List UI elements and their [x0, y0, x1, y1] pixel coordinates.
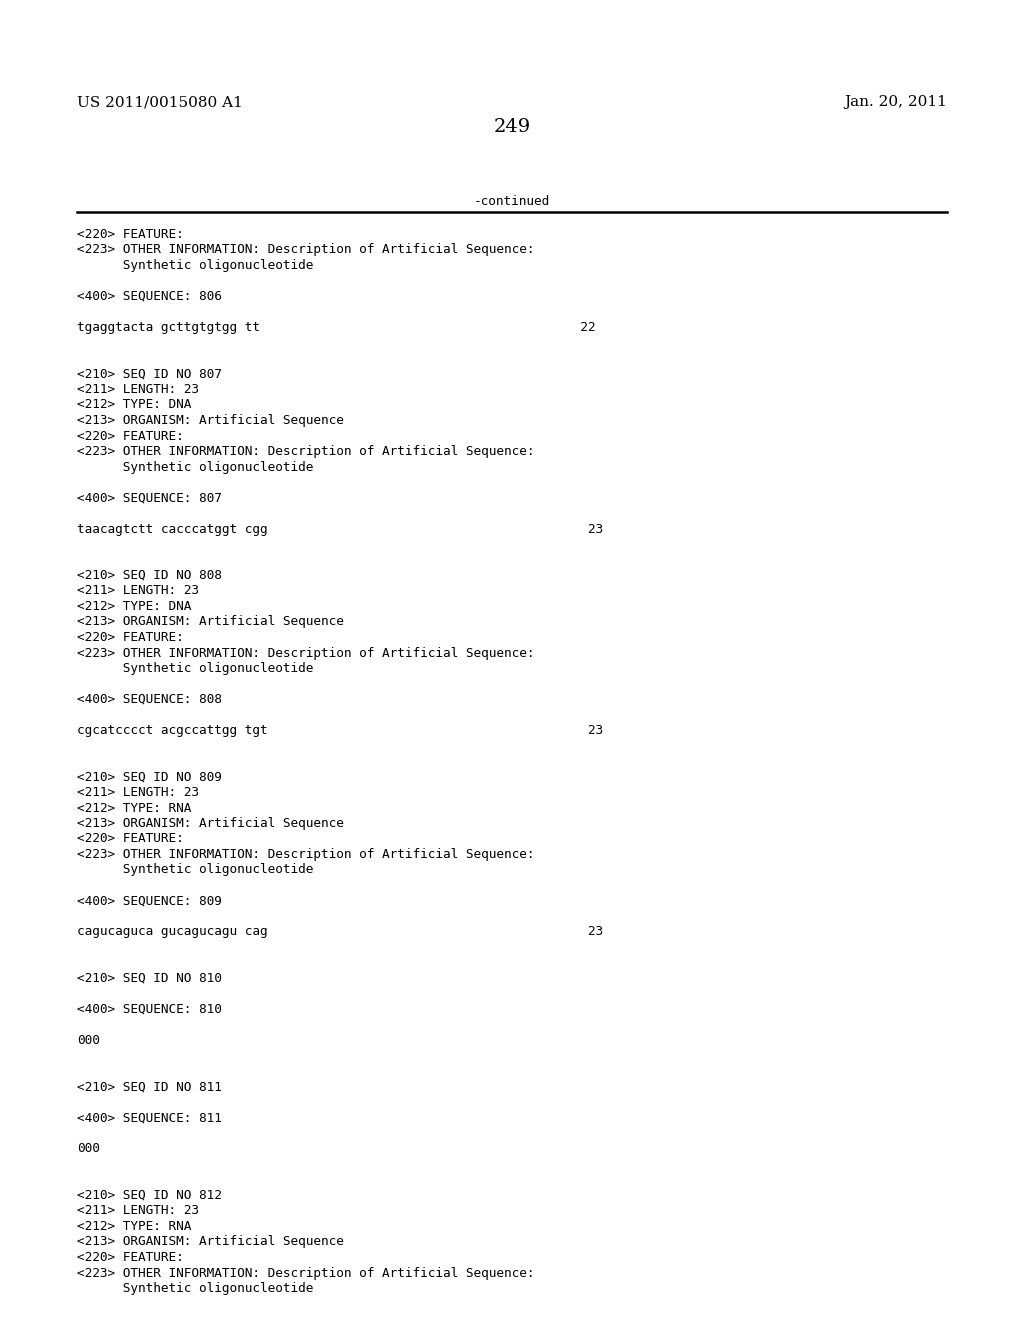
Text: <210> SEQ ID NO 807: <210> SEQ ID NO 807 [77, 367, 221, 380]
Text: <213> ORGANISM: Artificial Sequence: <213> ORGANISM: Artificial Sequence [77, 817, 344, 830]
Text: <210> SEQ ID NO 811: <210> SEQ ID NO 811 [77, 1081, 221, 1093]
Text: <211> LENGTH: 23: <211> LENGTH: 23 [77, 1204, 199, 1217]
Text: <212> TYPE: RNA: <212> TYPE: RNA [77, 801, 191, 814]
Text: 000: 000 [77, 1034, 99, 1047]
Text: <212> TYPE: DNA: <212> TYPE: DNA [77, 601, 191, 612]
Text: Synthetic oligonucleotide: Synthetic oligonucleotide [77, 1282, 313, 1295]
Text: US 2011/0015080 A1: US 2011/0015080 A1 [77, 95, 243, 110]
Text: <211> LENGTH: 23: <211> LENGTH: 23 [77, 383, 199, 396]
Text: 249: 249 [494, 117, 530, 136]
Text: <213> ORGANISM: Artificial Sequence: <213> ORGANISM: Artificial Sequence [77, 414, 344, 426]
Text: <212> TYPE: DNA: <212> TYPE: DNA [77, 399, 191, 412]
Text: Synthetic oligonucleotide: Synthetic oligonucleotide [77, 663, 313, 675]
Text: <220> FEATURE:: <220> FEATURE: [77, 1251, 183, 1265]
Text: <220> FEATURE:: <220> FEATURE: [77, 228, 183, 242]
Text: <400> SEQUENCE: 808: <400> SEQUENCE: 808 [77, 693, 221, 706]
Text: <223> OTHER INFORMATION: Description of Artificial Sequence:: <223> OTHER INFORMATION: Description of … [77, 1266, 535, 1279]
Text: Synthetic oligonucleotide: Synthetic oligonucleotide [77, 461, 313, 474]
Text: <223> OTHER INFORMATION: Description of Artificial Sequence:: <223> OTHER INFORMATION: Description of … [77, 445, 535, 458]
Text: <223> OTHER INFORMATION: Description of Artificial Sequence:: <223> OTHER INFORMATION: Description of … [77, 847, 535, 861]
Text: <400> SEQUENCE: 807: <400> SEQUENCE: 807 [77, 491, 221, 504]
Text: <212> TYPE: RNA: <212> TYPE: RNA [77, 1220, 191, 1233]
Text: <223> OTHER INFORMATION: Description of Artificial Sequence:: <223> OTHER INFORMATION: Description of … [77, 647, 535, 660]
Text: <223> OTHER INFORMATION: Description of Artificial Sequence:: <223> OTHER INFORMATION: Description of … [77, 243, 535, 256]
Text: Synthetic oligonucleotide: Synthetic oligonucleotide [77, 863, 313, 876]
Text: <400> SEQUENCE: 811: <400> SEQUENCE: 811 [77, 1111, 221, 1125]
Text: <210> SEQ ID NO 810: <210> SEQ ID NO 810 [77, 972, 221, 985]
Text: <210> SEQ ID NO 808: <210> SEQ ID NO 808 [77, 569, 221, 582]
Text: <213> ORGANISM: Artificial Sequence: <213> ORGANISM: Artificial Sequence [77, 615, 344, 628]
Text: tgaggtacta gcttgtgtgg tt                                          22: tgaggtacta gcttgtgtgg tt 22 [77, 321, 595, 334]
Text: <211> LENGTH: 23: <211> LENGTH: 23 [77, 585, 199, 598]
Text: Synthetic oligonucleotide: Synthetic oligonucleotide [77, 259, 313, 272]
Text: <400> SEQUENCE: 806: <400> SEQUENCE: 806 [77, 290, 221, 304]
Text: <220> FEATURE:: <220> FEATURE: [77, 429, 183, 442]
Text: cagucaguca gucagucagu cag                                          23: cagucaguca gucagucagu cag 23 [77, 925, 603, 939]
Text: Jan. 20, 2011: Jan. 20, 2011 [845, 95, 947, 110]
Text: -continued: -continued [474, 195, 550, 209]
Text: <220> FEATURE:: <220> FEATURE: [77, 631, 183, 644]
Text: cgcatcccct acgccattgg tgt                                          23: cgcatcccct acgccattgg tgt 23 [77, 723, 603, 737]
Text: <400> SEQUENCE: 809: <400> SEQUENCE: 809 [77, 895, 221, 908]
Text: <211> LENGTH: 23: <211> LENGTH: 23 [77, 785, 199, 799]
Text: <213> ORGANISM: Artificial Sequence: <213> ORGANISM: Artificial Sequence [77, 1236, 344, 1249]
Text: <210> SEQ ID NO 812: <210> SEQ ID NO 812 [77, 1189, 221, 1203]
Text: taacagtctt cacccatggt cgg                                          23: taacagtctt cacccatggt cgg 23 [77, 523, 603, 536]
Text: <210> SEQ ID NO 809: <210> SEQ ID NO 809 [77, 771, 221, 784]
Text: <400> SEQUENCE: 810: <400> SEQUENCE: 810 [77, 1003, 221, 1016]
Text: 000: 000 [77, 1143, 99, 1155]
Text: <220> FEATURE:: <220> FEATURE: [77, 833, 183, 846]
